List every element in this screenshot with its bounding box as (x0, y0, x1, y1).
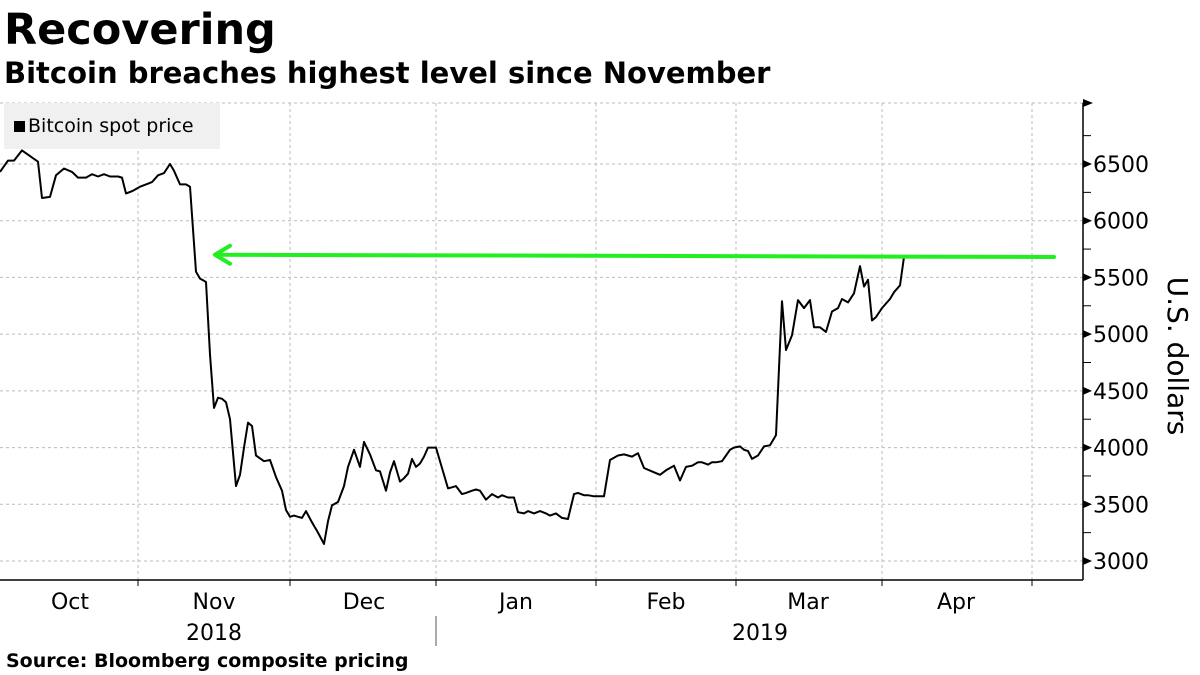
x-tick-label-feb: Feb (647, 590, 686, 615)
y-tick-label-5000: 5000 (1093, 323, 1149, 348)
chart-title: Recovering (4, 5, 276, 55)
y-tick-label-6000: 6000 (1093, 210, 1149, 235)
legend-swatch-icon (14, 120, 25, 132)
source-note: Source: Bloomberg composite pricing (6, 650, 409, 672)
x-tick-label-oct: Oct (51, 590, 89, 615)
x-year-label-2019: 2019 (732, 621, 788, 646)
y-axis: 3000 3500 4000 4500 5000 5500 6000 6500 (1082, 99, 1149, 580)
legend-label: Bitcoin spot price (28, 115, 194, 137)
y-tick-label-4000: 4000 (1093, 437, 1149, 462)
chart-subtitle: Bitcoin breaches highest level since Nov… (4, 56, 771, 90)
y-tick-label-4500: 4500 (1093, 380, 1149, 405)
x-tick-label-nov: Nov (193, 590, 236, 615)
x-axis: Oct Nov Dec Jan Feb Mar Apr 2018 2019 (0, 579, 1083, 646)
y-tick-label-6500: 6500 (1093, 153, 1149, 178)
x-tick-label-jan: Jan (497, 590, 533, 615)
y-tick-label-3500: 3500 (1093, 493, 1149, 518)
y-tick-label-5500: 5500 (1093, 266, 1149, 291)
x-tick-label-apr: Apr (937, 590, 976, 615)
y-tick-label-3000: 3000 (1093, 550, 1149, 575)
grid (0, 102, 1083, 580)
bitcoin-price-line (0, 149, 905, 545)
annotation-arrow (213, 243, 1056, 266)
x-tick-label-mar: Mar (787, 590, 829, 615)
x-year-label-2018: 2018 (186, 621, 242, 646)
x-tick-label-dec: Dec (343, 590, 386, 615)
y-axis-title: U.S. dollars (1161, 277, 1194, 436)
legend: Bitcoin spot price (4, 103, 220, 149)
